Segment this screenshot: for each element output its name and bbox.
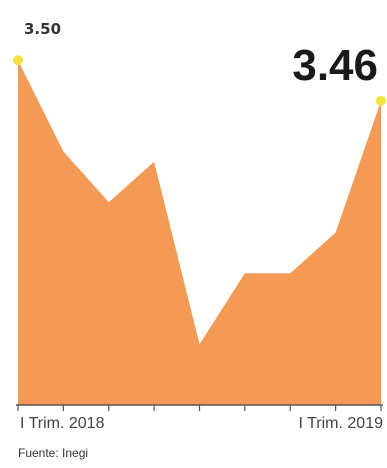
first-value-label: 3.50	[24, 20, 61, 38]
series-area	[18, 60, 381, 406]
x-tick-label-start: I Trim. 2018	[20, 415, 105, 432]
point-markers	[13, 55, 386, 106]
x-axis-ticks	[17, 405, 382, 411]
x-tick-label-end: I Trim. 2019	[299, 415, 384, 432]
source-note: Fuente: Inegi	[18, 446, 88, 460]
first-point-marker	[13, 55, 23, 66]
last-point-marker	[376, 95, 386, 106]
last-value-label: 3.46	[292, 41, 378, 90]
